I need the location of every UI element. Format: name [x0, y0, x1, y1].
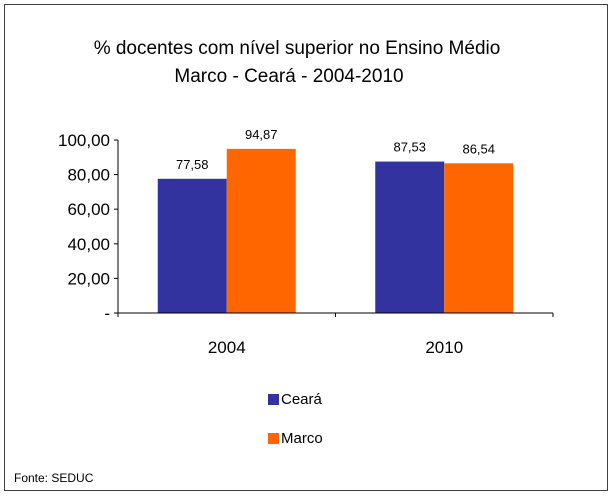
y-tick-label: - — [104, 304, 110, 323]
legend-swatch-ceara — [268, 394, 279, 405]
legend-label-marco: Marco — [281, 430, 323, 447]
source-note: Fonte: SEDUC — [14, 471, 94, 485]
chart-subtitle: Marco - Ceará - 2004-2010 — [174, 66, 404, 87]
legend-swatch-marco — [268, 433, 279, 444]
legend-item-ceara: Ceará — [268, 391, 322, 408]
data-label: 86,54 — [462, 141, 495, 156]
y-tick-label: 80,00 — [67, 166, 110, 185]
x-tick-label: 2010 — [425, 338, 463, 357]
data-label: 87,53 — [393, 140, 426, 155]
bar-marco-2004 — [226, 148, 296, 313]
x-tick-label: 2004 — [208, 338, 246, 357]
bar-marco-2010 — [444, 163, 514, 313]
data-label: 77,58 — [176, 157, 209, 172]
y-tick-label: 60,00 — [67, 200, 110, 219]
bar-cear-2010 — [375, 161, 445, 313]
legend-label-ceara: Ceará — [281, 391, 322, 408]
y-tick-label: 100,00 — [58, 131, 110, 150]
data-label: 94,87 — [245, 127, 278, 142]
y-tick-label: 40,00 — [67, 235, 110, 254]
y-tick-label: 20,00 — [67, 269, 110, 288]
chart-title: % docentes com nível superior no Ensino … — [93, 38, 501, 59]
bar-cear-2004 — [157, 178, 227, 313]
legend-item-marco: Marco — [268, 430, 323, 447]
